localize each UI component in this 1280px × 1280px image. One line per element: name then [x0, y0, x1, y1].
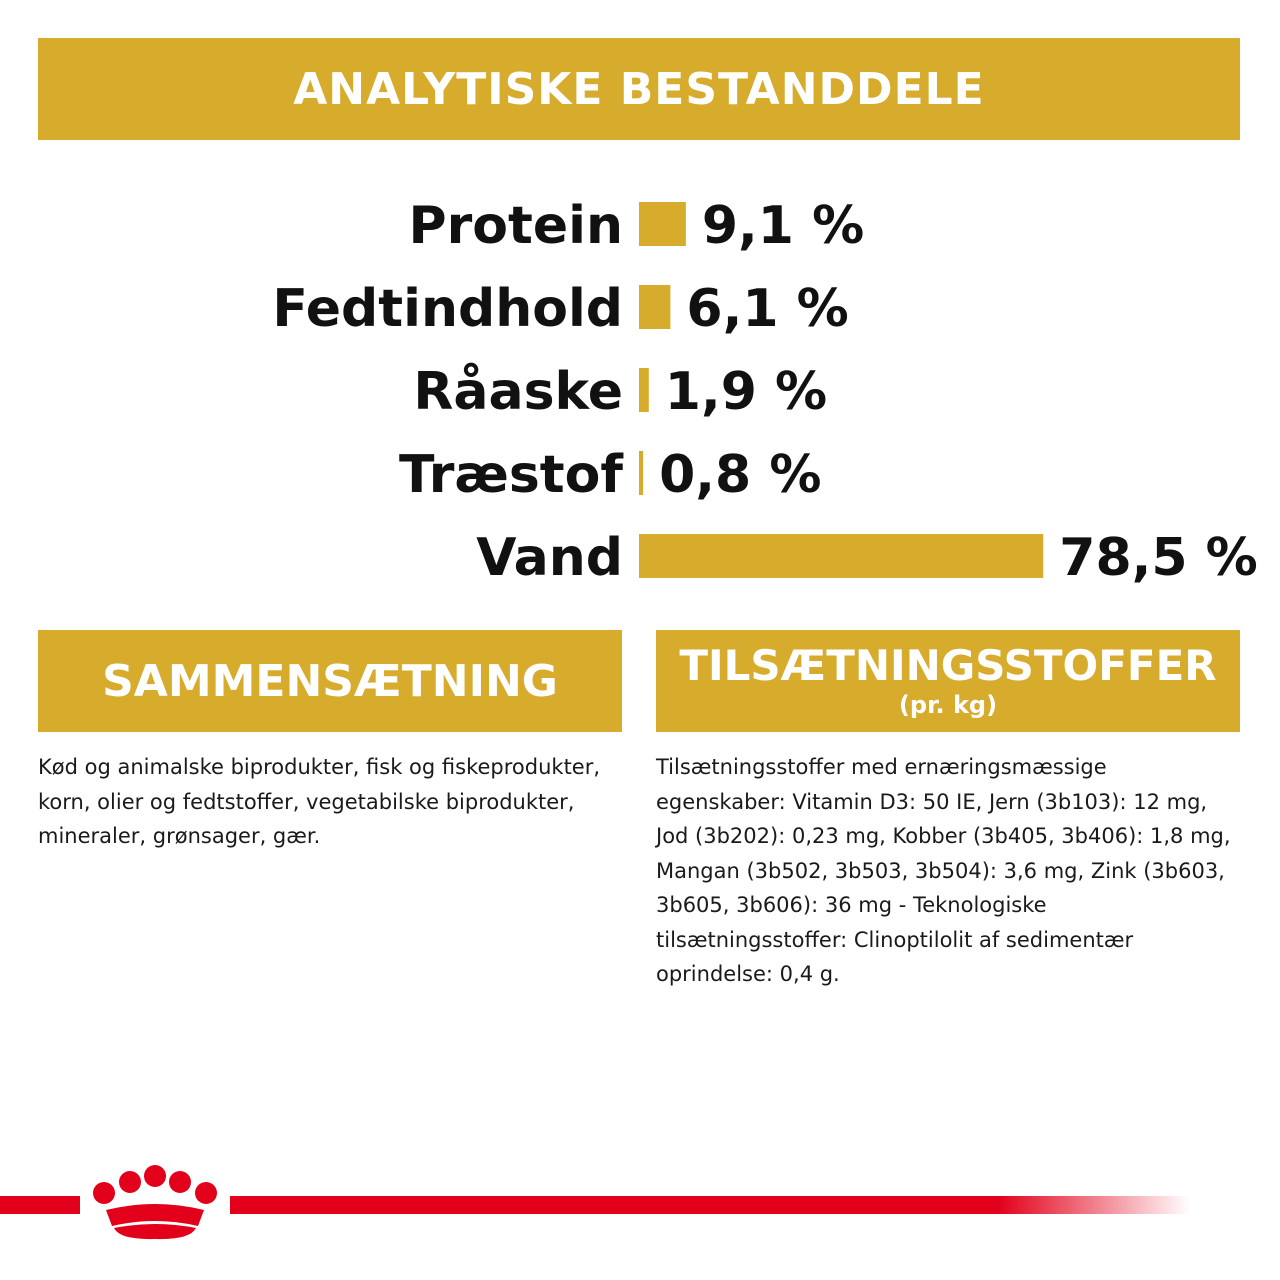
analysis-header: ANALYTISKE BESTANDDELE	[38, 38, 1240, 140]
bar-råaske	[639, 368, 649, 412]
bar-category-label: Vand	[476, 528, 623, 588]
brand-footer	[0, 1165, 1190, 1240]
bar-value-label: 6,1 %	[686, 279, 848, 339]
bar-value-label: 1,9 %	[665, 362, 827, 422]
bar-category-label: Fedtindhold	[272, 279, 623, 339]
composition-header: SAMMENSÆTNING	[38, 630, 622, 732]
brand-line-left	[0, 1196, 80, 1214]
bar-fedtindhold	[639, 285, 671, 329]
bar-træstof	[639, 451, 644, 495]
additives-subtitle: (pr. kg)	[898, 691, 998, 719]
analysis-bar-chart: Protein 9,1 % Fedtindhold 6,1 % Råaske 1,9 % T…	[272, 196, 1258, 588]
bar-vand	[639, 534, 1044, 578]
composition-text: Kød og animalske biprodukter, fisk og fi…	[38, 755, 601, 848]
composition-title: SAMMENSÆTNING	[102, 655, 558, 707]
bar-value-label: 78,5 %	[1059, 528, 1258, 588]
bar-value-label: 0,8 %	[659, 445, 821, 505]
crown-logo-icon	[93, 1165, 217, 1240]
bar-protein	[639, 202, 686, 246]
additives-text: Tilsætningsstoffer med ernæringsmæssige …	[656, 755, 1231, 986]
additives-title: TILSÆTNINGSSTOFFER	[679, 641, 1217, 690]
bar-value-label: 9,1 %	[702, 196, 864, 256]
bar-category-label: Træstof	[399, 445, 624, 505]
bar-category-label: Råaske	[413, 362, 623, 422]
analysis-title: ANALYTISKE BESTANDDELE	[293, 63, 985, 115]
additives-header: TILSÆTNINGSSTOFFER (pr. kg)	[656, 630, 1240, 732]
brand-line-right	[230, 1196, 1190, 1214]
bar-category-label: Protein	[409, 196, 623, 256]
